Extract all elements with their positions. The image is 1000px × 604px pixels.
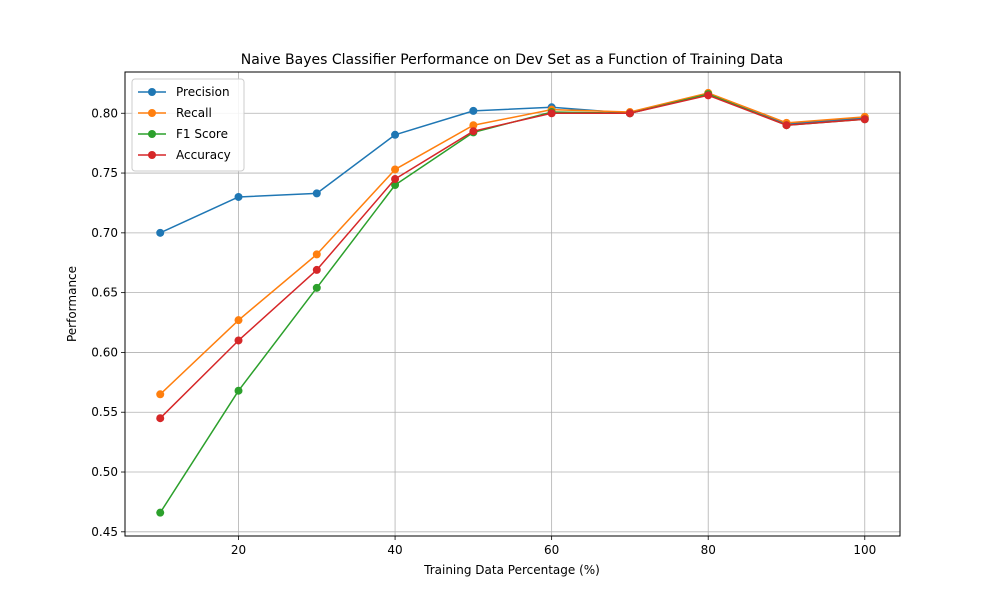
x-tick-label: 80 <box>701 543 716 557</box>
data-point-accuracy <box>782 121 791 130</box>
legend-label-accuracy: Accuracy <box>176 148 231 162</box>
data-point-accuracy <box>234 336 243 345</box>
y-tick-label: 0.55 <box>91 405 118 419</box>
data-series <box>156 88 869 517</box>
y-tick-label: 0.45 <box>91 525 118 539</box>
chart-title: Naive Bayes Classifier Performance on De… <box>241 52 784 68</box>
series-line-accuracy <box>159 94 865 419</box>
data-point-precision <box>469 106 478 115</box>
axis-ticks: 20 40 60 80 100 0.45 0.50 0.55 0.60 0.65 0.70 0.75 0… <box>91 106 876 557</box>
data-point-f1-score <box>156 508 165 517</box>
data-point-precision <box>156 228 165 237</box>
y-tick-label: 0.75 <box>91 166 118 180</box>
data-point-precision <box>312 189 321 198</box>
x-axis-label: Training Data Percentage (%) <box>423 563 600 577</box>
legend-marker-accuracy <box>148 151 156 159</box>
series-precision <box>156 90 869 237</box>
data-point-accuracy <box>469 127 478 136</box>
x-tick-label: 20 <box>231 543 246 557</box>
legend-label-precision: Precision <box>176 85 230 99</box>
y-tick-label: 0.70 <box>91 226 118 240</box>
legend-marker-recall <box>148 109 156 117</box>
series-f1-score <box>156 90 869 517</box>
data-point-accuracy <box>860 115 869 124</box>
data-point-recall <box>391 165 400 174</box>
y-tick-label: 0.65 <box>91 286 118 300</box>
series-recall <box>156 88 869 399</box>
legend-label-f1-score: F1 Score <box>176 127 228 141</box>
data-point-f1-score <box>312 283 321 292</box>
data-point-f1-score <box>234 386 243 395</box>
y-tick-label: 0.80 <box>91 106 118 120</box>
x-tick-label: 100 <box>853 543 876 557</box>
grid-lines <box>125 72 900 536</box>
x-tick-label: 40 <box>387 543 402 557</box>
legend-label-recall: Recall <box>176 106 212 120</box>
legend-marker-precision <box>148 88 156 96</box>
legend: Precision Recall F1 Score Accuracy <box>131 78 245 172</box>
y-axis-label: Performance <box>65 266 79 342</box>
plot-frame <box>124 71 901 537</box>
data-point-accuracy <box>547 109 556 118</box>
x-tick-label: 60 <box>544 543 559 557</box>
series-line-recall <box>159 92 865 395</box>
series-line-f1-score <box>159 93 865 514</box>
data-point-precision <box>391 130 400 139</box>
data-point-recall <box>156 390 165 399</box>
data-point-precision <box>234 192 243 201</box>
data-point-accuracy <box>704 91 713 100</box>
y-tick-label: 0.50 <box>91 465 118 479</box>
data-point-recall <box>469 121 478 130</box>
data-point-accuracy <box>391 175 400 184</box>
data-point-recall <box>234 316 243 325</box>
y-tick-label: 0.60 <box>91 345 118 359</box>
legend-marker-f1-score <box>148 130 156 138</box>
series-accuracy <box>156 91 869 423</box>
legend-box <box>131 78 245 172</box>
data-point-accuracy <box>156 414 165 423</box>
data-point-f1-score <box>391 181 400 190</box>
data-point-accuracy <box>625 109 634 118</box>
data-point-recall <box>312 250 321 259</box>
data-point-accuracy <box>312 265 321 274</box>
